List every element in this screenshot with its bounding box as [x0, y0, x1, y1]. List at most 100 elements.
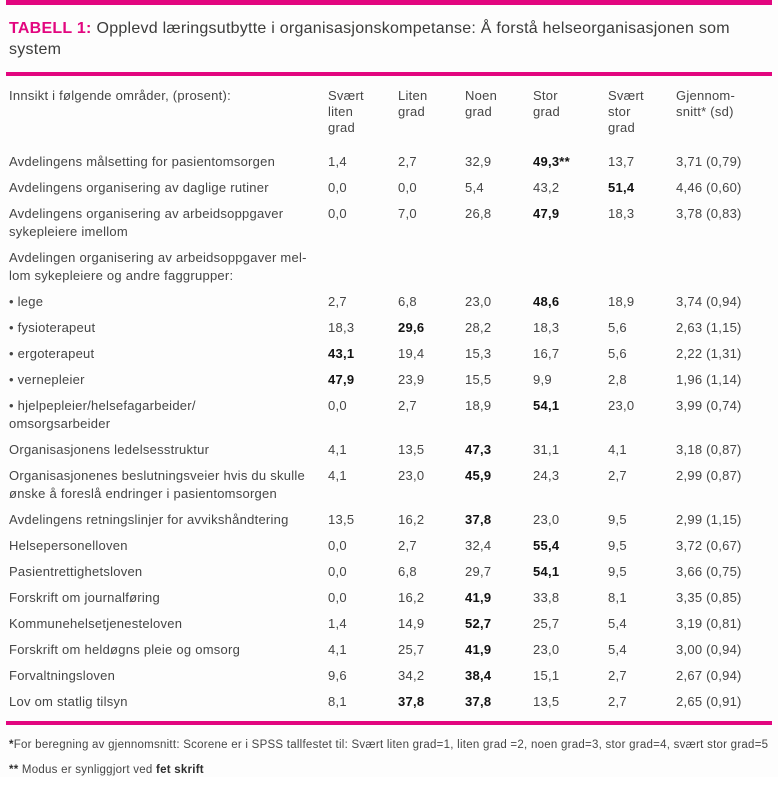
value-cell: 5,6	[608, 346, 627, 361]
row-label: Avdelingens retningslinjer for avvikshån…	[9, 512, 289, 527]
value-cell: 13,5	[328, 512, 355, 527]
row-label: • lege	[9, 294, 44, 309]
value-cell: 3,66 (0,75)	[676, 564, 742, 579]
table-row: Forskrift om journalføring 0,0 16,2 41,9 33,…	[6, 585, 772, 611]
value-cell: 5,4	[465, 180, 484, 195]
value-cell: 23,0	[608, 398, 635, 413]
value-cell: 9,9	[533, 372, 552, 387]
value-cell: 3,19 (0,81)	[676, 616, 742, 631]
value-cell: 1,96 (1,14)	[676, 372, 742, 387]
value-cell: 2,8	[608, 372, 627, 387]
value-cell: 16,2	[398, 512, 425, 527]
value-cell: 41,9	[465, 590, 492, 605]
value-cell: 16,7	[533, 346, 560, 361]
value-cell: 6,8	[398, 564, 417, 579]
table-row: Avdelingens organisering av daglige ruti…	[6, 175, 772, 201]
value-cell: 2,65 (0,91)	[676, 694, 742, 709]
value-cell: 23,9	[398, 372, 425, 387]
value-cell: 3,78 (0,83)	[676, 206, 742, 221]
footnote-marker: *	[9, 739, 14, 751]
table-row: Pasientrettighetsloven 0,0 6,8 29,7 54,1 9,5 3…	[6, 559, 772, 585]
row-label: Pasientrettighetsloven	[9, 564, 143, 579]
column-header-noen-grad: Noen grad	[465, 88, 498, 119]
value-cell: 32,4	[465, 538, 492, 553]
table-caption: TABELL 1: Opplevd læringsutbytte i organi…	[6, 0, 772, 76]
value-cell: 51,4	[608, 180, 635, 195]
table-row: Forskrift om heldøgns pleie og omsorg 4,1…	[6, 637, 772, 663]
row-label: Avdelingens organisering av daglige ruti…	[9, 180, 269, 195]
value-cell: 0,0	[328, 564, 347, 579]
table-row: Lov om statlig tilsyn 8,1 37,8 37,8 13,5 2,7 2…	[6, 689, 772, 715]
value-cell: 2,7	[608, 694, 627, 709]
row-label: • fysioterapeut	[9, 320, 96, 335]
value-cell: 33,8	[533, 590, 560, 605]
footnote-modus: ** Modus er synliggjort ved fet skrift	[9, 763, 769, 777]
value-cell: 0,0	[328, 590, 347, 605]
value-cell: 19,4	[398, 346, 425, 361]
value-cell: 15,5	[465, 372, 492, 387]
table-row: Organisasjonens ledelsesstruktur 4,1 13,5 4…	[6, 437, 772, 463]
value-cell: 2,7	[608, 668, 627, 683]
column-header-svaert-liten-grad: Svært liten grad	[328, 88, 364, 135]
footnote-text: Modus er synliggjort ved	[18, 764, 156, 776]
value-cell: 5,4	[608, 642, 627, 657]
column-header-svaert-stor-grad: Svært stor grad	[608, 88, 644, 135]
value-cell: 15,3	[465, 346, 492, 361]
value-cell: 1,4	[328, 154, 347, 169]
value-cell: 0,0	[398, 180, 417, 195]
value-cell: 6,8	[398, 294, 417, 309]
value-cell: 49,3**	[533, 154, 570, 169]
value-cell: 34,2	[398, 668, 425, 683]
table-row: Forvaltningsloven 9,6 34,2 38,4 15,1 2,7 2,67 …	[6, 663, 772, 689]
value-cell: 3,99 (0,74)	[676, 398, 742, 413]
value-cell: 4,1	[328, 642, 347, 657]
value-cell: 0,0	[328, 206, 347, 221]
value-cell: 3,18 (0,87)	[676, 442, 742, 457]
value-cell: 18,3	[608, 206, 635, 221]
value-cell: 15,1	[533, 668, 560, 683]
value-cell: 18,9	[608, 294, 635, 309]
value-cell: 4,46 (0,60)	[676, 180, 742, 195]
value-cell: 29,6	[398, 320, 425, 335]
value-cell: 25,7	[398, 642, 425, 657]
value-cell: 0,0	[328, 538, 347, 553]
value-cell: 9,5	[608, 512, 627, 527]
row-label: Helsepersonelloven	[9, 538, 128, 553]
table-row: • ergoterapeut 43,1 19,4 15,3 16,7 5,6 2,22 (1…	[6, 341, 772, 367]
value-cell: 13,5	[533, 694, 560, 709]
value-cell: 3,00 (0,94)	[676, 642, 742, 657]
value-cell: 23,0	[465, 294, 492, 309]
table-row: • hjelpepleier/helsefagarbeider/ omsorgs…	[6, 393, 772, 437]
value-cell	[608, 245, 676, 289]
value-cell: 3,74 (0,94)	[676, 294, 742, 309]
value-cell: 47,9	[533, 206, 560, 221]
row-label: Forskrift om journalføring	[9, 590, 160, 605]
value-cell: 25,7	[533, 616, 560, 631]
footnote-average: *For beregning av gjennomsnitt: Scorene …	[9, 738, 769, 752]
row-label: Avdelingens målsetting for pasientomsorg…	[9, 154, 276, 169]
value-cell: 9,6	[328, 668, 347, 683]
value-cell: 9,5	[608, 538, 627, 553]
value-cell	[676, 245, 772, 289]
value-cell	[465, 245, 533, 289]
row-label: Forskrift om heldøgns pleie og omsorg	[9, 642, 241, 657]
value-cell: 5,4	[608, 616, 627, 631]
value-cell: 13,5	[398, 442, 425, 457]
row-label: • hjelpepleier/helsefagarbeider/ omsorgs…	[9, 398, 196, 431]
footnote-text: For beregning av gjennomsnitt: Scorene e…	[13, 739, 769, 751]
value-cell: 37,8	[465, 694, 492, 709]
header-row: Innsikt i følgende områder, (prosent): S…	[6, 76, 772, 149]
value-cell: 16,2	[398, 590, 425, 605]
row-label: Organisasjonens ledelsesstruktur	[9, 442, 210, 457]
value-cell: 4,1	[328, 468, 347, 483]
value-cell: 2,99 (1,15)	[676, 512, 742, 527]
value-cell: 54,1	[533, 564, 560, 579]
value-cell: 2,7	[398, 398, 417, 413]
footnote-bold-term: fet skrift	[156, 764, 204, 776]
value-cell: 8,1	[608, 590, 627, 605]
column-header-gjennomsnitt: Gjennom- snitt* (sd)	[676, 88, 736, 119]
value-cell: 0,0	[328, 398, 347, 413]
table-row: Helsepersonelloven 0,0 2,7 32,4 55,4 9,5 3,72 …	[6, 533, 772, 559]
row-label: • ergoterapeut	[9, 346, 95, 361]
